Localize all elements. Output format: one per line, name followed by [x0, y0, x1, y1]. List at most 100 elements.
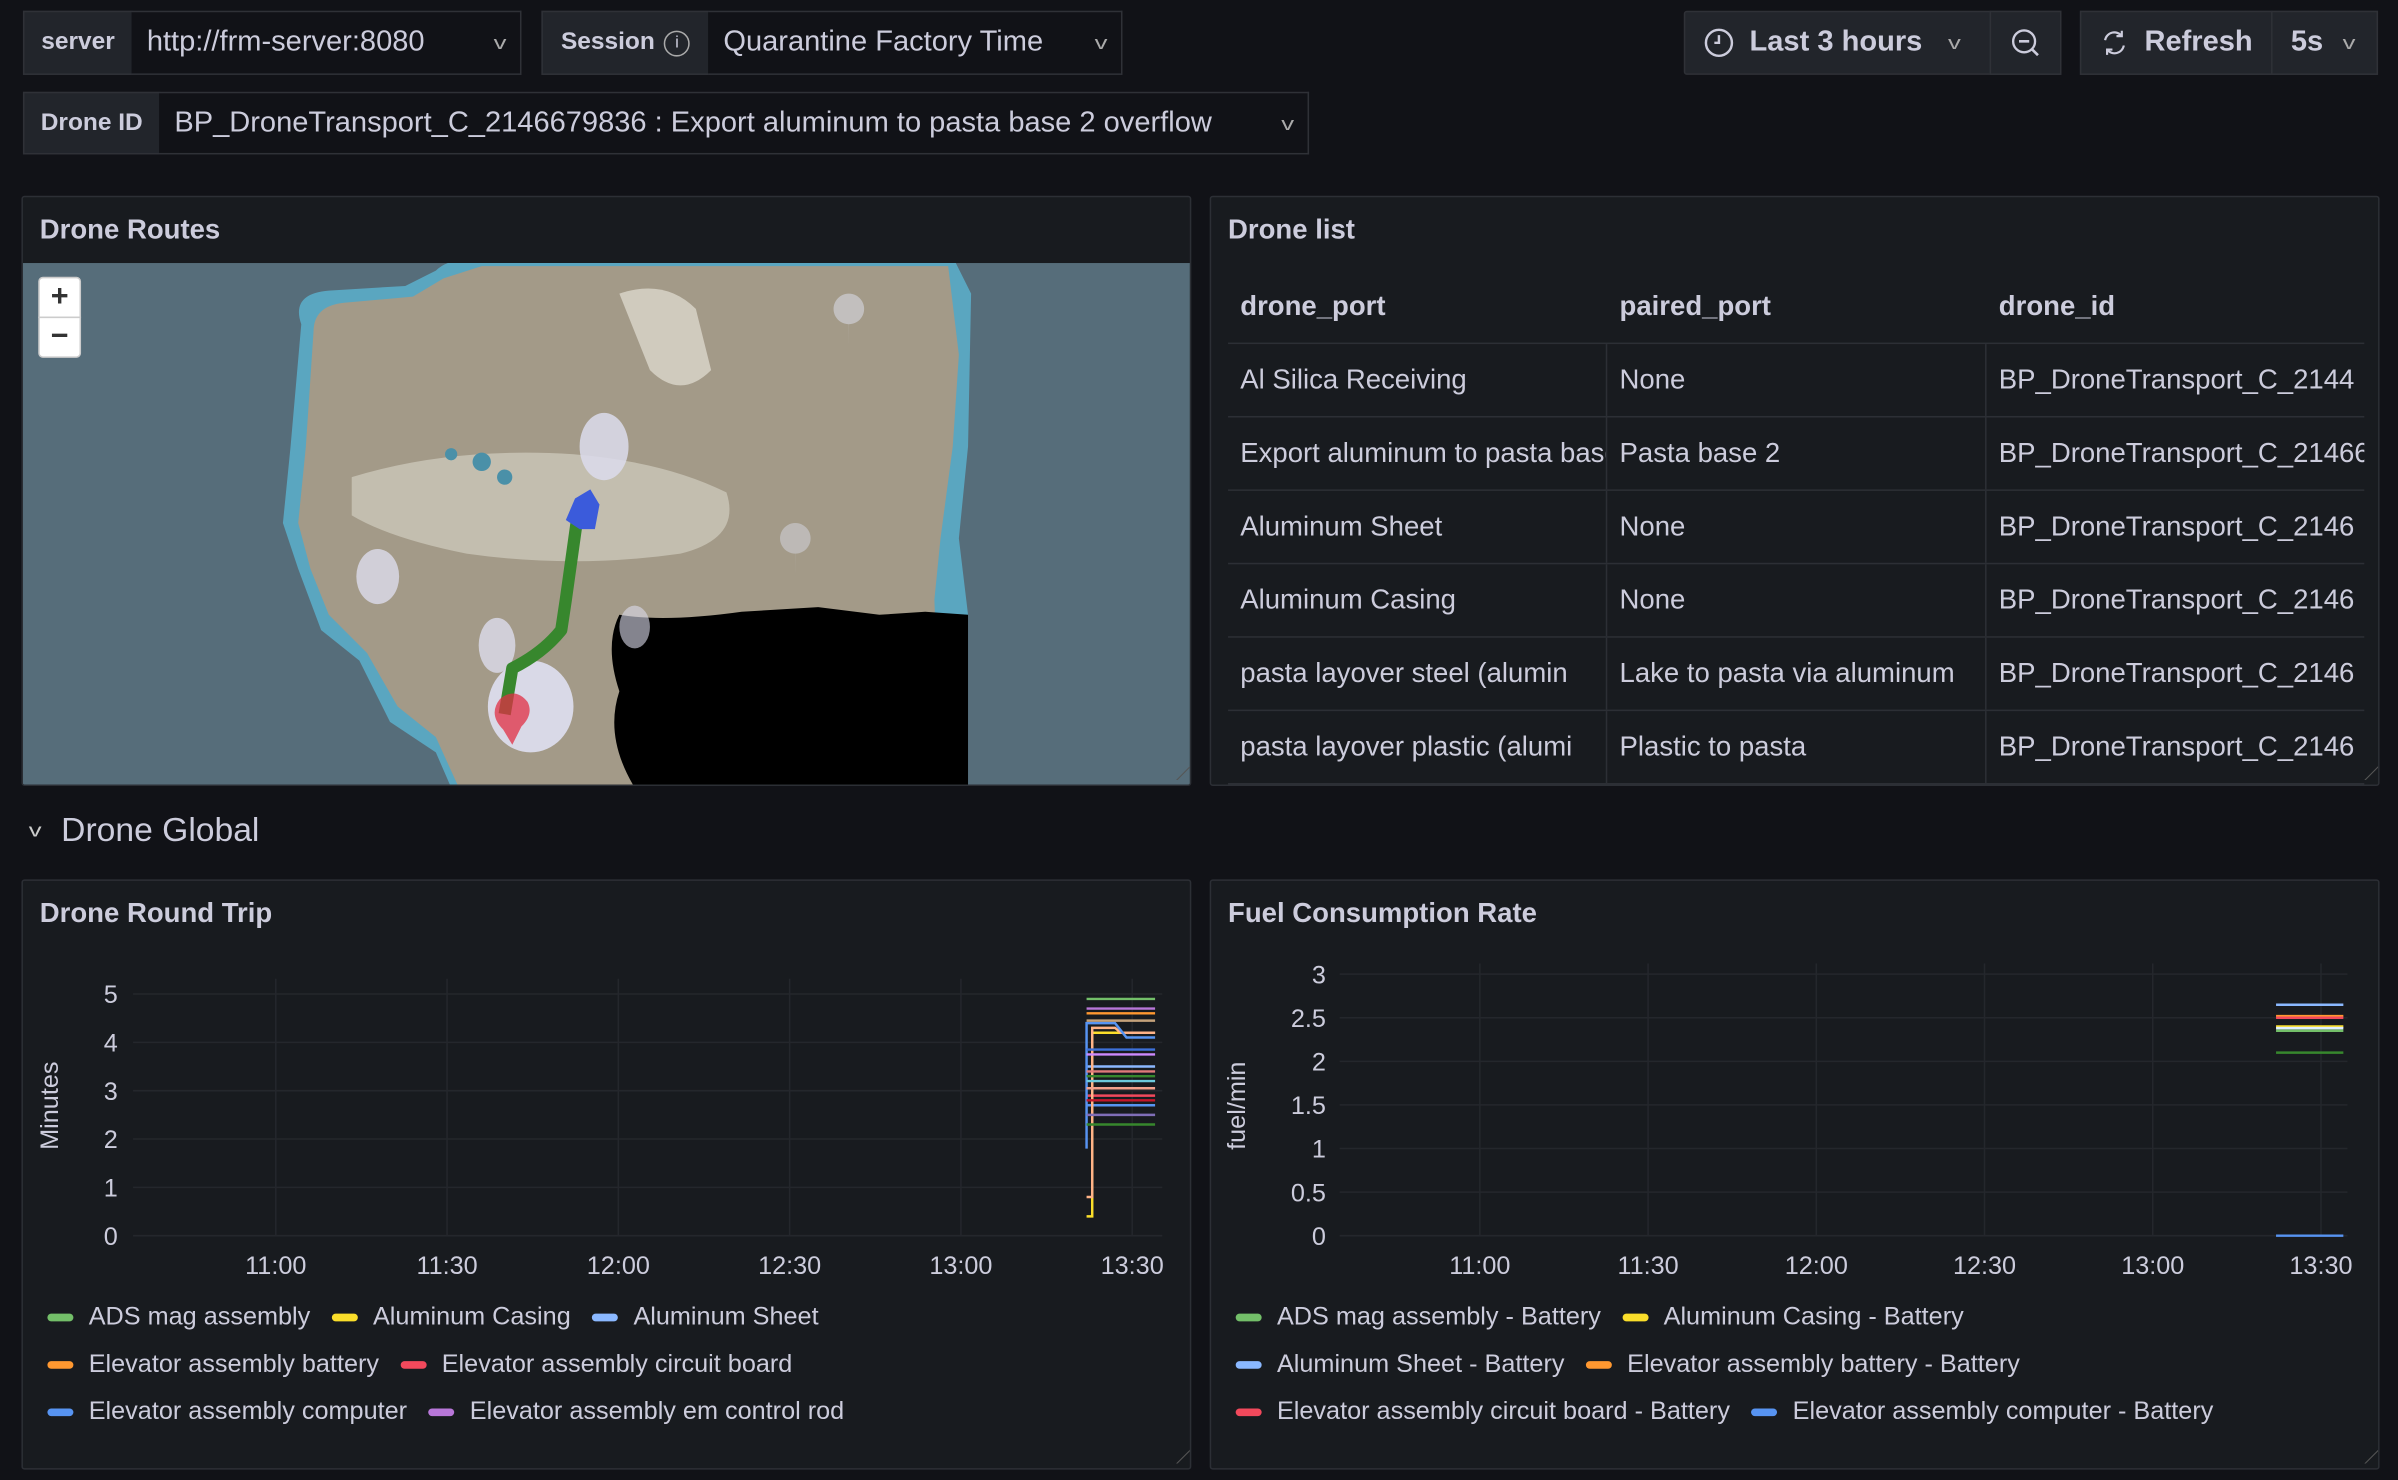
- legend-color-swatch: [47, 1408, 74, 1417]
- cell-drone-port: Export aluminum to pasta base 2 overflow: [1228, 417, 1608, 490]
- cell-drone-id: BP_DroneTransport_C_2146: [1998, 510, 2355, 542]
- map-tiles: [282, 260, 972, 785]
- cell-paired-port: Pasta base 2: [1607, 417, 1987, 490]
- legend-color-swatch: [1235, 1313, 1262, 1322]
- section-drone-global[interactable]: v Drone Global: [28, 810, 260, 851]
- table-row[interactable]: Aluminum Casing None BP_DroneTransport_C_2…: [1228, 564, 2365, 638]
- legend-color-swatch: [1235, 1408, 1262, 1417]
- legend-color-swatch: [331, 1313, 358, 1322]
- refresh-button[interactable]: Refresh: [2079, 10, 2273, 75]
- drone-id-label: Drone ID: [22, 91, 161, 155]
- drone-list-panel: Drone list drone_port paired_port drone_…: [1209, 195, 2380, 787]
- table-row[interactable]: pasta layover steel (alumin Lake to pasta…: [1228, 637, 2365, 712]
- legend-label: ADS mag assembly: [88, 1302, 311, 1331]
- column-header-drone-id[interactable]: drone_id: [1998, 290, 2116, 322]
- cell-paired-port: Lake to pasta via aluminum: [1607, 637, 1987, 710]
- panel-resize-handle[interactable]: [1160, 1448, 1190, 1464]
- cell-drone-id: BP_DroneTransport_C_2144: [1998, 363, 2355, 395]
- legend-label: Aluminum Casing - Battery: [1663, 1302, 1964, 1331]
- legend-item[interactable]: ADS mag assembly - Battery: [1235, 1302, 1601, 1332]
- legend-item[interactable]: Elevator assembly battery - Battery: [1585, 1350, 2020, 1379]
- map-zoom-in-button[interactable]: +: [38, 276, 82, 319]
- legend-item[interactable]: Elevator assembly computer - Battery: [1751, 1398, 2213, 1427]
- cell-drone-id: BP_DroneTransport_C_2146679836: [1998, 437, 2365, 468]
- legend-color-swatch: [400, 1361, 427, 1369]
- legend-label: Elevator assembly computer - Battery: [1792, 1397, 2214, 1426]
- chart-legend: ADS mag assembly Aluminum Casing Aluminum …: [47, 1294, 844, 1436]
- cell-paired-port: None: [1607, 490, 1987, 563]
- legend-item[interactable]: Aluminum Sheet: [592, 1303, 819, 1332]
- drone-position-marker-icon: [565, 489, 600, 530]
- panel-title: Drone Round Trip: [39, 897, 273, 929]
- chevron-down-icon: v: [1094, 32, 1108, 54]
- legend-label: Elevator assembly circuit board: [441, 1350, 793, 1378]
- legend-item[interactable]: Elevator assembly circuit board: [400, 1350, 792, 1379]
- legend-item[interactable]: Elevator assembly battery: [47, 1350, 379, 1379]
- map-zoom-out-button[interactable]: −: [38, 316, 82, 358]
- server-select[interactable]: http://frm-server:8080 v: [131, 10, 522, 75]
- table-row[interactable]: Aluminum Sheet None BP_DroneTransport_C_21…: [1228, 490, 2365, 565]
- route-start-marker-icon: [494, 693, 530, 745]
- cell-drone-port: Aluminum Casing: [1228, 564, 1608, 637]
- legend-item[interactable]: Elevator assembly computer: [47, 1398, 407, 1427]
- refresh-label: Refresh: [2144, 25, 2253, 59]
- legend-label: Elevator assembly em control rod: [469, 1397, 845, 1426]
- table-row[interactable]: pasta layover plastic (alumi Plastic to p…: [1228, 711, 2365, 785]
- drone-routes-panel: Drone Routes + −: [21, 195, 1192, 787]
- info-icon[interactable]: i: [663, 29, 690, 56]
- map[interactable]: + −: [22, 260, 1190, 785]
- server-label: server: [22, 10, 134, 75]
- legend-item[interactable]: ADS mag assembly: [47, 1303, 310, 1332]
- session-value: Quarantine Factory Time: [723, 25, 1044, 59]
- legend-item[interactable]: Elevator assembly circuit board - Batter…: [1235, 1397, 1730, 1427]
- session-select[interactable]: Quarantine Factory Time v: [708, 10, 1123, 75]
- legend-item[interactable]: Aluminum Sheet - Battery: [1235, 1350, 1565, 1379]
- legend-color-swatch: [428, 1408, 455, 1417]
- chevron-down-icon: v: [28, 819, 42, 842]
- cell-drone-port: pasta layover plastic (alumi: [1228, 711, 1608, 784]
- refresh-interval-select[interactable]: 5s v: [2271, 10, 2379, 75]
- session-label-text: Session: [560, 29, 655, 56]
- legend-color-swatch: [1622, 1313, 1649, 1322]
- legend-color-swatch: [47, 1313, 74, 1322]
- legend-item[interactable]: Aluminum Casing: [331, 1303, 571, 1332]
- drone-id-label-text: Drone ID: [40, 109, 143, 136]
- drone-route-line: [498, 522, 583, 716]
- column-header-drone-port[interactable]: drone_port: [1240, 290, 1386, 322]
- legend-color-swatch: [1585, 1361, 1612, 1369]
- legend-label: Elevator assembly battery: [88, 1350, 380, 1378]
- legend-label: Elevator assembly computer: [88, 1397, 408, 1426]
- legend-label: Aluminum Sheet - Battery: [1276, 1350, 1565, 1378]
- zoom-out-time-button[interactable]: [1989, 10, 2062, 75]
- refresh-icon: [2104, 30, 2125, 55]
- cell-drone-port: Aluminum Sheet: [1228, 490, 1608, 563]
- panel-resize-handle[interactable]: [2349, 1448, 2379, 1464]
- section-title: Drone Global: [61, 810, 260, 849]
- legend-label: Elevator assembly circuit board - Batter…: [1276, 1397, 1730, 1426]
- cell-drone-id: BP_DroneTransport_C_2146: [1998, 731, 2355, 762]
- table-header: drone_port paired_port drone_id: [1228, 271, 2365, 345]
- time-range-value: Last 3 hours: [1749, 25, 1923, 59]
- drone-id-value: BP_DroneTransport_C_2146679836 : Export …: [174, 106, 1212, 139]
- session-label: Session i: [541, 10, 710, 75]
- cell-paired-port: None: [1607, 564, 1987, 637]
- table-row[interactable]: Al Silica Receiving None BP_DroneTransport…: [1228, 344, 2365, 418]
- chevron-down-icon: v: [493, 32, 507, 54]
- table-row[interactable]: Export aluminum to pasta base 2 overflow…: [1228, 417, 2365, 491]
- legend-label: Elevator assembly battery - Battery: [1627, 1350, 2020, 1378]
- legend-item[interactable]: Aluminum Casing - Battery: [1622, 1302, 1964, 1332]
- legend-item[interactable]: Elevator assembly em control rod: [428, 1398, 844, 1427]
- panel-title: Fuel Consumption Rate: [1228, 897, 1537, 929]
- drone-id-select[interactable]: BP_DroneTransport_C_2146679836 : Export …: [159, 91, 1310, 155]
- cell-drone-port: pasta layover steel (alumin: [1228, 637, 1608, 710]
- legend-color-swatch: [1235, 1361, 1262, 1369]
- drone-table: drone_port paired_port drone_id Al Silic…: [1228, 271, 2365, 785]
- server-label-text: server: [41, 29, 115, 56]
- legend-label: ADS mag assembly - Battery: [1276, 1302, 1601, 1331]
- time-range-picker[interactable]: Last 3 hours v: [1683, 10, 1992, 75]
- clock-icon: [1704, 28, 1734, 58]
- zoom-out-icon: [2011, 29, 2039, 57]
- column-header-paired-port[interactable]: paired_port: [1619, 290, 1771, 322]
- cell-paired-port: None: [1607, 344, 1987, 416]
- legend-color-swatch: [1751, 1408, 1778, 1417]
